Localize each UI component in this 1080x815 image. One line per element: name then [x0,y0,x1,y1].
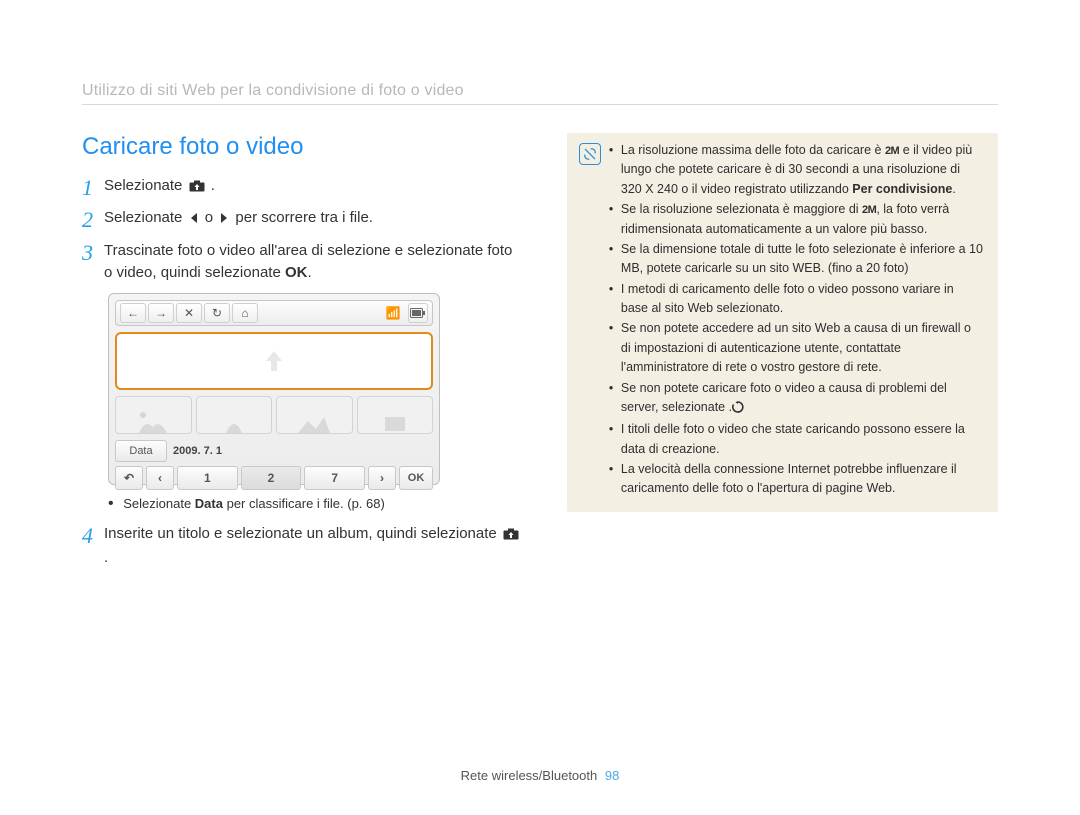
breadcrumb: Utilizzo di siti Web per la condivisione… [82,82,998,100]
sub-note: • Selezionate Data per classificare i fi… [108,495,523,513]
step-1: 1 Selezionate . [82,175,523,201]
step2-text-b: o [205,209,218,226]
thumbnail[interactable] [196,396,273,434]
divider [82,104,998,105]
step4-text-b: . [104,549,108,566]
note-icon [579,143,601,165]
device-topbar: ← → ✕ ↻ ⌂ 📶 [115,300,433,326]
step-text: Trascinate foto o video all'area di sele… [104,240,523,285]
info-item: La risoluzione massima delle foto da car… [609,141,984,199]
thumbnail[interactable] [115,396,192,434]
step3-ok: OK [285,264,308,281]
step-number: 3 [82,240,104,266]
page-num-2[interactable]: 2 [241,466,302,490]
forward-icon[interactable]: → [148,303,174,323]
battery-icon [408,303,428,323]
step-3: 3 Trascinate foto o video all'area di se… [82,240,523,285]
page-num-3[interactable]: 7 [304,466,365,490]
date-text: 2009. 7. 1 [173,445,222,457]
info-item: Se la dimensione totale di tutte le foto… [609,240,984,279]
note-pre: Selezionate [123,496,195,511]
info-item: Se la risoluzione selezionata è maggiore… [609,200,984,239]
left-column: Caricare foto o video 1 Selezionate . 2 … [82,133,523,576]
return-icon[interactable]: ↶ [115,466,143,490]
step-text: Selezionate . [104,175,215,200]
chevron-left-icon [189,209,199,232]
step-number: 1 [82,175,104,201]
info-item: La velocità della connessione Internet p… [609,460,984,499]
refresh-icon[interactable]: ↻ [204,303,230,323]
footer-page: 98 [605,768,619,783]
step-text: Selezionate o per scorrere tra i file. [104,207,373,232]
ok-button[interactable]: OK [399,466,433,490]
close-icon[interactable]: ✕ [176,303,202,323]
thumbnail-strip [115,396,433,434]
page-footer: Rete wireless/Bluetooth 98 [0,768,1080,783]
step-number: 4 [82,523,104,549]
thumbnail[interactable] [276,396,353,434]
back-icon[interactable]: ← [120,303,146,323]
step1-text-b: . [211,177,215,194]
page-num-1[interactable]: 1 [177,466,238,490]
step2-text-a: Selezionate [104,209,187,226]
step3-text-b: . [307,264,311,281]
info-item: Se non potete accedere ad un sito Web a … [609,319,984,377]
section-title: Caricare foto o video [82,133,523,161]
step-4: 4 Inserite un titolo e selezionate un al… [82,523,523,570]
footer-label: Rete wireless/Bluetooth [461,768,598,783]
thumbnail[interactable] [357,396,434,434]
step1-text-a: Selezionate [104,177,187,194]
right-column: La risoluzione massima delle foto da car… [567,133,998,576]
step4-text-a: Inserite un titolo e selezionate un albu… [104,525,501,542]
next-icon[interactable]: › [368,466,396,490]
signal-icon: 📶 [380,303,406,323]
info-item: I titoli delle foto o video che state ca… [609,420,984,459]
prev-icon[interactable]: ‹ [146,466,174,490]
date-row: Data 2009. 7. 1 [115,440,433,462]
info-list: La risoluzione massima delle foto da car… [609,141,984,500]
step-2: 2 Selezionate o per scorrere tra i file. [82,207,523,233]
info-item: Se non potete caricare foto o video a ca… [609,379,984,420]
step-number: 2 [82,207,104,233]
note-post: per classificare i file. (p. 68) [223,496,385,511]
upload-dropzone[interactable] [115,332,433,390]
note-bold: Data [195,496,223,511]
info-box: La risoluzione massima delle foto da car… [567,133,998,512]
data-button[interactable]: Data [115,440,167,462]
step-text: Inserite un titolo e selezionate un albu… [104,523,523,570]
step2-text-c: per scorrere tra i file. [235,209,373,226]
upload-icon [189,177,205,200]
camera-ui-screenshot: ← → ✕ ↻ ⌂ 📶 [108,293,440,485]
upload-icon [503,525,519,548]
info-item: I metodi di caricamento delle foto o vid… [609,280,984,319]
device-bottombar: ↶ ‹ 1 2 7 › OK [115,466,433,490]
home-icon[interactable]: ⌂ [232,303,258,323]
chevron-right-icon [219,209,229,232]
